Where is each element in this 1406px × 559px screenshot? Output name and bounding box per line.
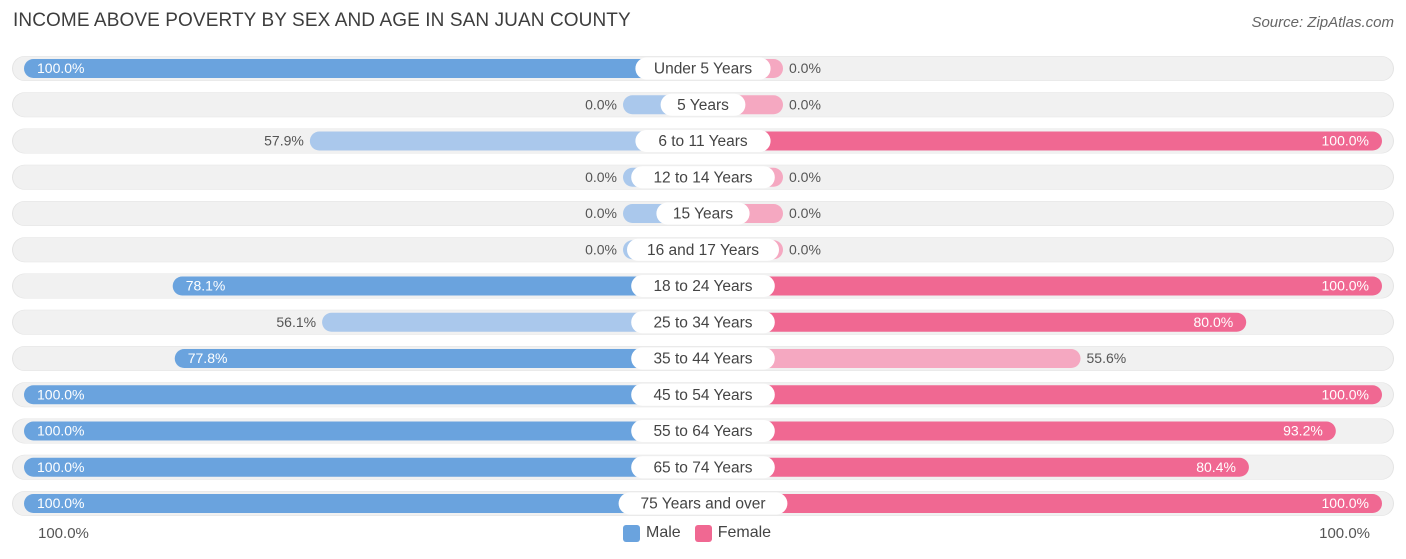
legend-item-male[interactable]: Male [623,524,681,542]
female-bar [703,494,1382,513]
male-bar [24,59,703,78]
male-value-label: 100.0% [37,60,84,76]
male-bar [309,131,703,151]
category-pill [631,166,775,189]
female-value-label: 100.0% [1322,386,1369,402]
category-pill [631,347,775,370]
axis-right-label: 100.0% [1319,525,1370,542]
male-bar [24,421,703,441]
category-label: 75 Years and over [641,496,766,513]
axis-left-label: 100.0% [38,525,89,542]
male-value-label: 0.0% [585,205,617,221]
female-value-label: 100.0% [1322,495,1369,511]
male-value-label: 56.1% [276,314,316,330]
category-label: 65 to 74 Years [653,459,752,476]
category-label: 6 to 11 Years [658,133,748,150]
female-bar [703,385,1382,405]
female-value-label: 93.2% [1283,423,1323,439]
category-label: 16 and 17 Years [647,242,759,259]
category-pill [635,130,771,152]
male-bar [174,349,703,368]
male-bar [322,312,703,332]
category-label: 5 Years [677,97,729,114]
female-bar [703,457,1249,477]
source-note: Source: ZipAtlas.com [1251,14,1394,31]
category-label: 15 Years [673,206,734,223]
category-pill [656,202,750,225]
category-pill [631,420,775,442]
female-value-label: 80.4% [1196,459,1236,475]
category-label: 18 to 24 Years [653,278,752,295]
female-bar [703,421,1336,441]
category-label: Under 5 Years [654,61,752,78]
chart-title: INCOME ABOVE POVERTY BY SEX AND AGE IN S… [13,10,631,31]
category-pill [631,311,775,334]
male-value-label: 0.0% [585,96,617,112]
male-value-label: 100.0% [37,459,84,475]
female-value-label: 55.6% [1087,350,1127,366]
male-value-label: 0.0% [585,241,617,257]
category-pill [627,238,779,261]
female-value-label: 0.0% [789,169,821,185]
category-label: 45 to 54 Years [653,387,752,404]
male-bar [24,385,703,405]
female-bar [703,349,1081,368]
male-bar [24,457,703,477]
legend-item-female[interactable]: Female [694,524,772,542]
category-pill [631,456,775,479]
female-value-label: 0.0% [789,241,821,257]
female-value-label: 0.0% [789,96,821,112]
legend-label-male: Male [646,524,681,541]
legend-label-female: Female [717,524,772,541]
male-value-label: 100.0% [37,495,84,511]
male-value-label: 100.0% [37,423,84,439]
male-value-label: 100.0% [37,386,84,402]
female-value-label: 80.0% [1193,314,1233,330]
male-value-label: 57.9% [264,133,304,149]
category-label: 35 to 44 Years [653,351,752,368]
female-value-label: 0.0% [789,205,821,221]
legend-swatch-male [623,524,640,542]
category-label: 55 to 64 Years [653,423,752,440]
female-value-label: 100.0% [1322,133,1369,149]
category-label: 25 to 34 Years [653,314,752,331]
male-value-label: 78.1% [186,278,226,294]
female-bar [703,131,1382,151]
male-bar [24,494,703,513]
male-value-label: 77.8% [188,350,228,366]
category-pill [631,383,775,406]
category-pill [660,93,746,116]
legend-swatch-female [694,524,712,542]
male-bar [172,276,704,296]
female-bar [703,276,1382,296]
category-pill [618,492,788,515]
legend: Male Female [623,524,785,542]
category-pill [631,275,775,297]
category-pill [635,57,771,80]
female-value-label: 0.0% [789,60,821,76]
female-value-label: 100.0% [1322,278,1369,294]
female-bar [703,312,1247,332]
male-value-label: 0.0% [585,169,617,185]
category-label: 12 to 14 Years [653,169,752,186]
chart-area: Under 5 Years 100.0% 0.0% 5 Years 0.0% 0.0% 6 … [12,56,1394,516]
